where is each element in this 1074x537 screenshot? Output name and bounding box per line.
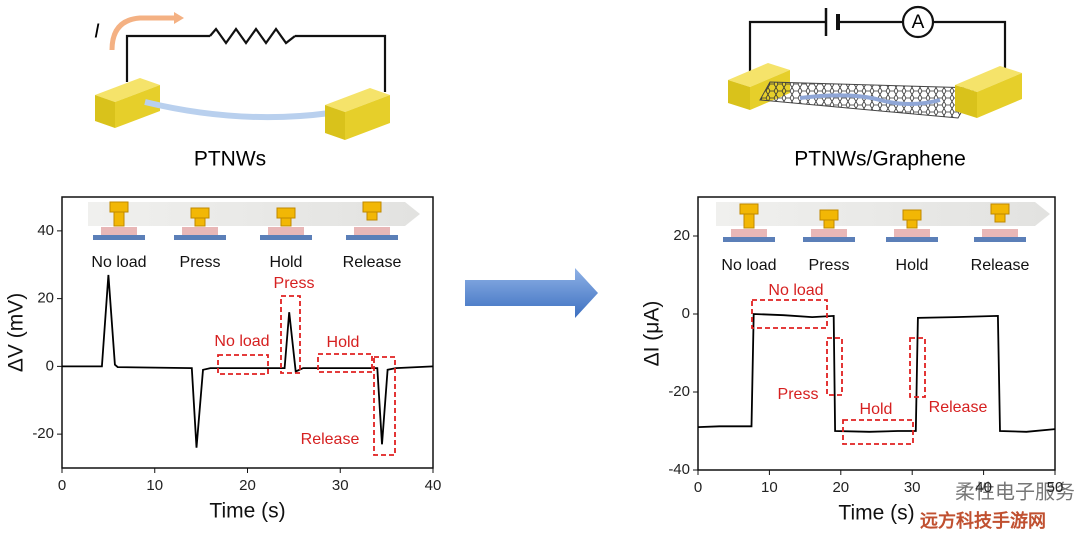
x-tick-label: 50 (1047, 479, 1064, 496)
probe-tip (823, 219, 835, 229)
annotation: No load (768, 282, 823, 299)
annotation-box (317, 353, 373, 373)
probe-tip (906, 219, 918, 229)
circuit-right: A PTNWs/Graphene (728, 5, 1022, 171)
y-tick-label: 0 (682, 305, 690, 322)
x-tick-label: 10 (146, 477, 163, 494)
data-line (62, 274, 434, 448)
annotation-box (217, 354, 269, 375)
probe (739, 203, 759, 215)
annotation: Press (778, 386, 819, 403)
stage-label: Release (971, 257, 1030, 274)
current-label: I (94, 20, 100, 42)
y-tick-label: 20 (673, 227, 690, 244)
film (268, 227, 304, 235)
annotation: Hold (860, 401, 893, 418)
annotation-box (373, 356, 396, 456)
stage-label: Release (343, 254, 402, 271)
stage-label: Press (809, 257, 850, 274)
x-axis-label: Time (s) (838, 502, 914, 525)
stage-label: No load (91, 254, 146, 271)
circuit-left: I PTNWs (94, 12, 390, 171)
probe-tip (194, 217, 206, 227)
probe-tip (280, 217, 292, 227)
annotation-box (842, 419, 914, 445)
y-tick-label: -20 (32, 425, 54, 442)
stage-label: Press (180, 254, 221, 271)
x-tick-label: 10 (761, 479, 778, 496)
y-tick-label: 0 (46, 357, 54, 374)
probe (190, 207, 210, 219)
x-axis-label: Time (s) (209, 500, 285, 523)
substrate (803, 237, 855, 242)
substrate (174, 235, 226, 240)
x-tick-label: 30 (332, 477, 349, 494)
film (354, 227, 390, 235)
probe-tip (994, 213, 1006, 223)
annotation: Release (929, 399, 988, 416)
probe (819, 209, 839, 221)
substrate (93, 235, 145, 240)
transition-arrow (465, 268, 598, 318)
x-tick-label: 40 (975, 479, 992, 496)
watermark: 柔性电子服务平台 (955, 480, 1074, 503)
substrate (886, 237, 938, 242)
stage-label: Hold (896, 257, 929, 274)
probe (109, 201, 129, 213)
x-tick-label: 20 (832, 479, 849, 496)
x-tick-label: 30 (904, 479, 921, 496)
stage-label: Hold (270, 254, 303, 271)
probe (990, 203, 1010, 215)
film (182, 227, 218, 235)
annotation-box (909, 337, 926, 398)
annotation-box (826, 337, 843, 396)
annotation-box (751, 299, 828, 329)
substrate (974, 237, 1026, 242)
probe (902, 209, 922, 221)
film (982, 229, 1018, 237)
annotation: Release (301, 431, 360, 448)
process-arrow (88, 202, 420, 226)
film (811, 229, 847, 237)
y-axis-label: ΔV (mV) (5, 293, 28, 372)
substrate (346, 235, 398, 240)
x-tick-label: 20 (239, 477, 256, 494)
process-arrow (716, 202, 1050, 226)
y-tick-label: -40 (668, 461, 690, 478)
chart-title: PTNWs (194, 148, 266, 171)
probe-tip (366, 211, 378, 221)
watermark: 远方科技手游网 (920, 510, 1046, 531)
annotation: Hold (327, 334, 360, 351)
y-tick-label: 20 (37, 290, 54, 307)
plot-frame (697, 196, 1056, 471)
film (731, 229, 767, 237)
probe-tip (113, 211, 125, 227)
substrate (723, 237, 775, 242)
x-tick-label: 40 (425, 477, 442, 494)
film (101, 227, 137, 235)
ammeter-label: A (912, 12, 925, 33)
y-axis-label: ΔI (μA) (641, 301, 664, 367)
probe-tip (743, 213, 755, 229)
probe (276, 207, 296, 219)
x-tick-label: 0 (58, 477, 66, 494)
annotation: Press (274, 275, 315, 292)
probe (362, 201, 382, 213)
x-tick-label: 0 (694, 479, 702, 496)
annotation-box (280, 295, 301, 374)
film (894, 229, 930, 237)
stage-label: No load (721, 257, 776, 274)
chart-title: PTNWs/Graphene (794, 148, 966, 171)
substrate (260, 235, 312, 240)
annotation: No load (214, 333, 269, 350)
y-tick-label: -20 (668, 383, 690, 400)
y-tick-label: 40 (37, 222, 54, 239)
data-line (697, 313, 1056, 433)
